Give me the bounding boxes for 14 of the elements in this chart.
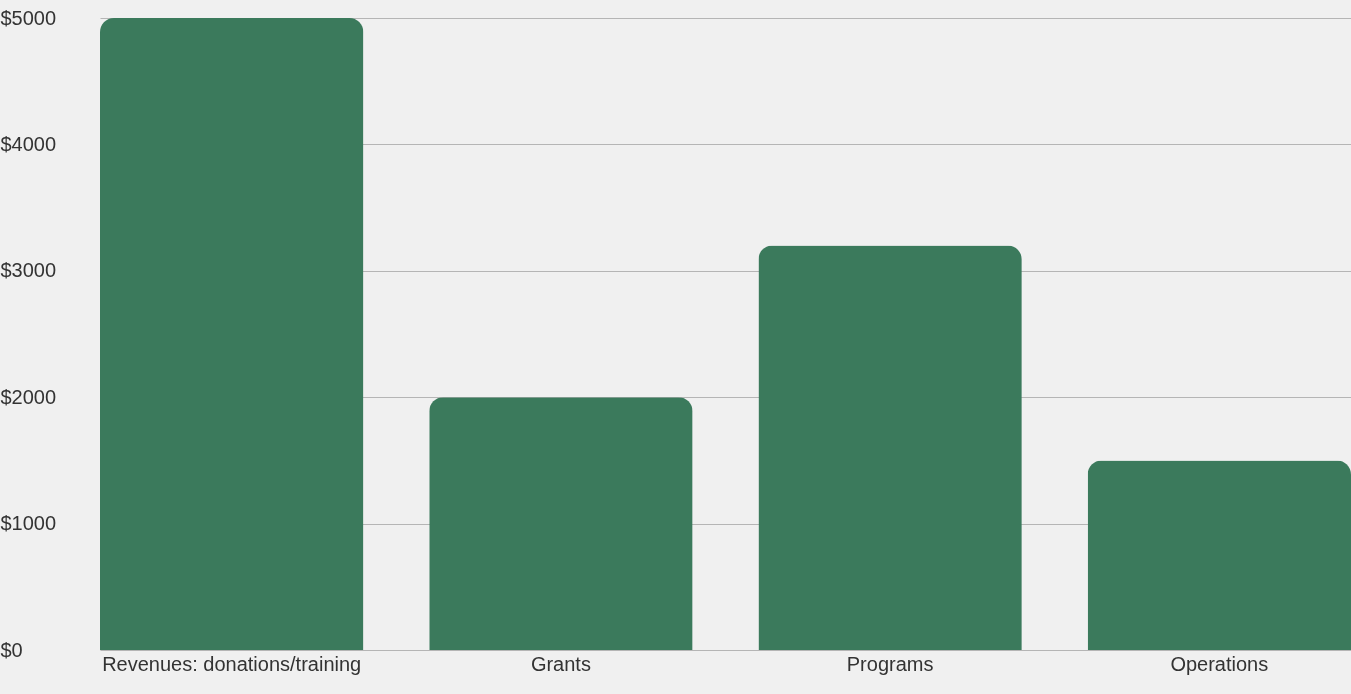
y-tick-label: $2000 <box>0 385 57 408</box>
y-tick-label: $1000 <box>0 512 57 535</box>
x-tick-label: Programs <box>846 652 934 675</box>
bar <box>429 397 693 650</box>
x-tick-label: Operations <box>1170 652 1269 675</box>
y-tick-label: $4000 <box>0 132 57 155</box>
y-tick-label: $5000 <box>0 6 57 29</box>
bar <box>100 18 364 650</box>
y-tick-label: $0 <box>0 638 23 661</box>
x-tick-label: Revenues: donations/training <box>102 652 362 675</box>
y-tick-label: $3000 <box>0 259 57 282</box>
bar <box>758 245 1022 650</box>
bar <box>1087 460 1351 650</box>
x-tick-label: Grants <box>530 652 591 675</box>
